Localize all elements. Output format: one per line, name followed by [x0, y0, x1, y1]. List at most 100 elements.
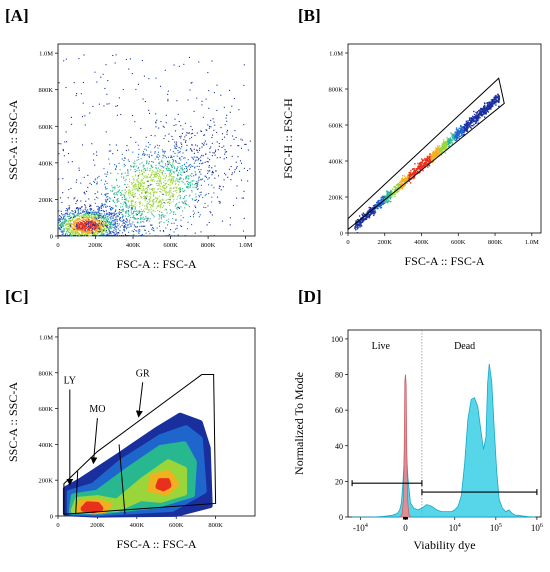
event-point — [106, 220, 109, 222]
event-point — [146, 190, 148, 192]
event-point — [197, 158, 200, 160]
event-point — [82, 228, 84, 230]
event-point — [455, 134, 457, 136]
event-point — [368, 214, 371, 216]
event-point — [415, 171, 417, 173]
event-point — [198, 216, 200, 218]
event-point — [62, 219, 64, 221]
event-point — [81, 230, 83, 233]
event-point — [83, 219, 85, 221]
event-point — [90, 205, 92, 207]
event-point — [133, 224, 135, 226]
event-point — [104, 186, 107, 188]
event-point — [150, 211, 153, 213]
event-point — [100, 216, 102, 218]
event-point — [428, 165, 431, 167]
event-point — [162, 184, 164, 186]
event-point — [64, 221, 66, 223]
event-point — [157, 202, 159, 204]
event-point — [97, 208, 99, 210]
event-point — [106, 225, 108, 227]
event-point — [131, 181, 133, 184]
event-point — [485, 108, 488, 110]
event-point — [72, 227, 74, 229]
event-point — [488, 102, 491, 105]
event-point — [177, 174, 179, 176]
event-point — [127, 235, 129, 237]
event-point — [134, 163, 136, 165]
event-point — [173, 212, 175, 214]
event-point — [473, 116, 475, 119]
event-point — [111, 235, 113, 237]
event-point — [417, 162, 419, 165]
event-point — [104, 215, 106, 217]
event-point — [152, 210, 154, 212]
event-point — [96, 230, 98, 232]
event-point — [75, 222, 78, 224]
event-point — [473, 118, 475, 120]
event-point — [82, 218, 84, 220]
event-point — [137, 181, 139, 183]
event-point — [84, 213, 86, 215]
event-point — [177, 166, 179, 168]
event-point — [127, 172, 129, 174]
event-point — [403, 184, 405, 186]
event-point — [177, 149, 179, 152]
event-point — [120, 176, 123, 178]
event-point — [172, 161, 174, 163]
event-point — [384, 197, 387, 199]
event-point — [132, 192, 134, 194]
event-point — [151, 188, 153, 190]
event-point — [430, 158, 432, 161]
event-point — [147, 211, 149, 213]
event-point — [117, 173, 119, 175]
event-point — [94, 231, 96, 233]
event-point — [113, 224, 115, 226]
event-point — [98, 208, 101, 210]
x-tick-base: 0 — [403, 523, 408, 533]
event-point — [179, 225, 182, 227]
event-point — [130, 225, 132, 227]
event-point — [100, 235, 102, 237]
event-point — [457, 132, 459, 135]
event-point — [498, 98, 500, 101]
event-point — [174, 190, 177, 192]
event-point — [234, 169, 236, 171]
event-point — [170, 192, 172, 194]
event-point — [171, 165, 173, 167]
event-point — [488, 107, 490, 109]
event-point — [147, 187, 149, 189]
event-point — [81, 225, 83, 227]
event-point — [132, 200, 134, 202]
event-point — [105, 193, 107, 195]
event-point — [162, 214, 164, 216]
event-point — [82, 81, 85, 84]
event-point — [127, 193, 129, 195]
event-point — [65, 232, 67, 234]
event-point — [207, 161, 209, 163]
event-point — [148, 220, 150, 222]
event-point — [182, 171, 184, 173]
event-point — [68, 208, 70, 210]
event-point — [100, 221, 102, 223]
event-point — [176, 203, 178, 205]
event-point — [61, 224, 63, 226]
event-point — [467, 126, 470, 128]
event-point — [189, 138, 191, 140]
event-point — [166, 212, 168, 214]
event-point — [87, 214, 89, 216]
event-point — [142, 174, 144, 176]
event-point — [406, 180, 408, 182]
event-point — [82, 233, 84, 235]
event-point — [98, 220, 100, 222]
event-point — [147, 219, 149, 221]
event-point — [477, 117, 480, 119]
event-point — [191, 144, 193, 146]
event-point — [181, 180, 183, 182]
event-point — [103, 230, 105, 232]
event-point — [125, 198, 127, 200]
event-point — [406, 178, 409, 180]
event-point — [405, 179, 408, 181]
event-point — [85, 219, 87, 221]
event-point — [106, 199, 108, 201]
